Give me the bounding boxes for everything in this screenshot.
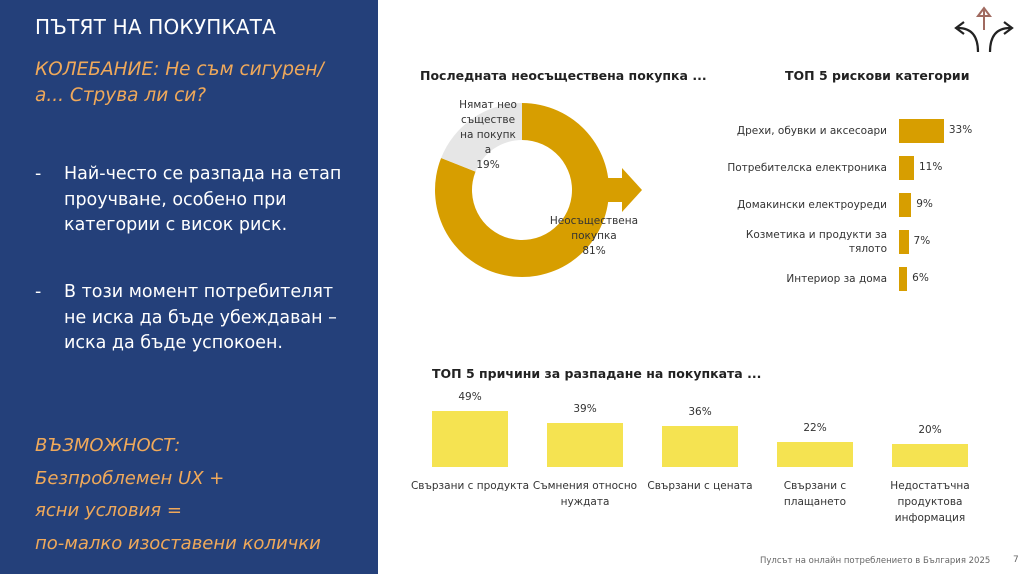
- page-number: 7: [1013, 555, 1019, 565]
- opportunity-line: Безпроблемен UX +: [35, 467, 225, 489]
- bar: [899, 230, 909, 254]
- bar: [432, 411, 508, 467]
- bar: [662, 425, 738, 467]
- donut-slice: [435, 103, 609, 277]
- risk-title: ТОП 5 рискови категории: [785, 68, 970, 83]
- value-label: 39%: [573, 402, 597, 415]
- bar: [899, 156, 914, 180]
- category-label: Козметика и продукти за тялото: [745, 229, 887, 255]
- arrow-right-icon: [605, 168, 642, 212]
- value-label: 36%: [688, 405, 712, 418]
- slice-value: 19%: [476, 159, 500, 171]
- bullet-dash: -: [35, 282, 42, 302]
- value-label: 20%: [918, 424, 942, 437]
- footer-text: Пулсът на онлайн потреблението в Българи…: [760, 556, 991, 566]
- category-label: Недостатъчна продуктова информация: [890, 480, 970, 524]
- bar: [899, 193, 912, 217]
- slice-label-gray: Нямат неосъществена покупка 19%: [458, 98, 518, 173]
- category-label: Потребителска електроника: [727, 162, 887, 174]
- category-label: Интериор за дома: [786, 273, 887, 285]
- category-label: Свързани с продукта: [410, 480, 530, 492]
- reasons-title: ТОП 5 причини за разпадане на покупката …: [432, 366, 762, 381]
- value-label: 7%: [913, 235, 931, 247]
- bullet-1: - Най-често се разпада на етап проучване…: [35, 162, 355, 239]
- value-label: 11%: [918, 161, 943, 173]
- slice-value: 81%: [582, 245, 606, 257]
- bullet-dash: -: [35, 164, 42, 184]
- diverging-arrows-icon: [954, 6, 1014, 53]
- category-label: Дрехи, обувки и аксесоари: [736, 125, 887, 137]
- value-label: 9%: [916, 198, 933, 210]
- opportunity-line: ясни условия =: [35, 500, 182, 521]
- subtitle: КОЛЕБАНИЕ: Не съм сигурен/а... Струва ли…: [35, 59, 324, 106]
- bar: [777, 441, 853, 467]
- bar: [547, 422, 623, 467]
- value-label: 49%: [458, 391, 482, 404]
- bar: [892, 444, 968, 467]
- opportunity-line: ВЪЗМОЖНОСТ:: [35, 435, 181, 456]
- left-panel: ПЪТЯТ НА ПОКУПКАТА КОЛЕБАНИЕ: Не съм сиг…: [0, 0, 378, 574]
- category-label: Свързани с цената: [647, 480, 753, 492]
- category-label: Домакински електроуреди: [737, 199, 887, 211]
- bullet-text: Най-често се разпада на етап проучване, …: [64, 164, 342, 235]
- bullet-text: В този момент потребителят не иска да бъ…: [64, 282, 337, 353]
- category-label: Съмнения относно нуждата: [532, 480, 638, 508]
- category-label: Свързани с плащането: [783, 480, 847, 508]
- opportunity: ВЪЗМОЖНОСТ: Безпроблемен UX + ясни услов…: [35, 430, 321, 560]
- bar: [899, 119, 944, 143]
- bar: [899, 267, 908, 291]
- value-label: 22%: [803, 421, 827, 434]
- slice-name: Неосъществена покупка: [549, 215, 639, 242]
- value-label: 6%: [912, 272, 929, 284]
- slice-label-gold: Неосъществена покупка 81%: [548, 214, 640, 259]
- donut-slice: [441, 103, 522, 172]
- slice-name: Нямат неосъществена покупка: [459, 99, 517, 156]
- donut-title: Последната неосъществена покупка ...: [420, 68, 707, 83]
- slide-title: ПЪТЯТ НА ПОКУПКАТА: [35, 15, 277, 39]
- bullet-2: - В този момент потребителят не иска да …: [35, 280, 355, 357]
- opportunity-line: по-малко изоставени колички: [35, 532, 321, 554]
- donut-chart: [435, 103, 642, 277]
- value-label: 33%: [948, 124, 973, 136]
